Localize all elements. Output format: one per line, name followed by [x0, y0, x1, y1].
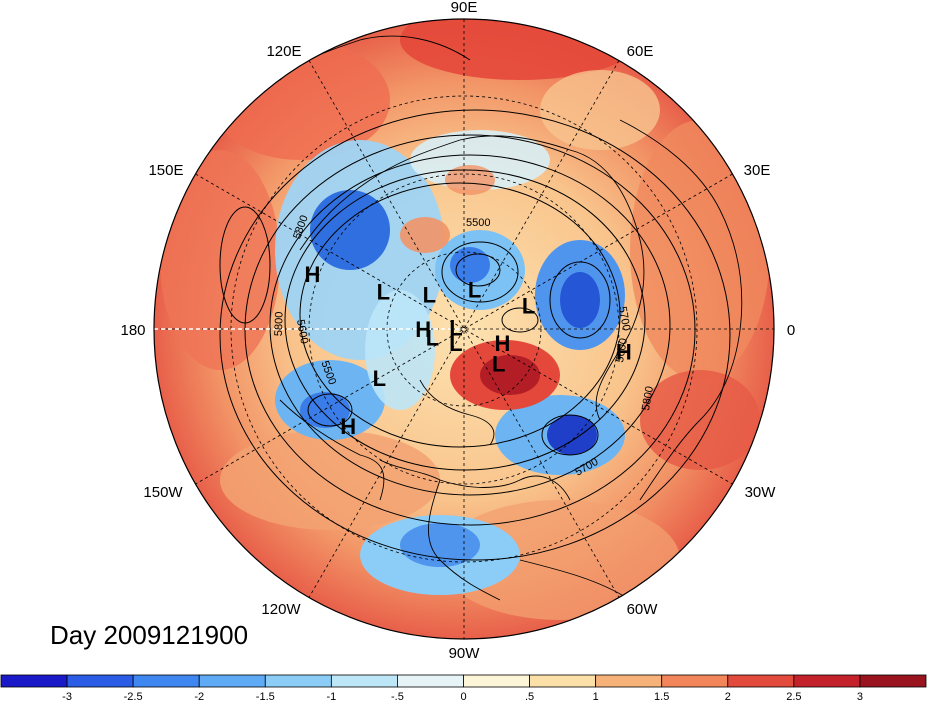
contour-label: 5800	[273, 311, 286, 336]
colorbar-tick-label: -.5	[391, 691, 404, 702]
high-pressure-marker: H	[415, 317, 431, 342]
colorbar-tick-label: 0	[460, 691, 466, 702]
colorbar-box	[198, 674, 266, 688]
colorbar-box	[793, 674, 861, 688]
lon-label-30w: 30W	[745, 484, 777, 501]
colorbar-box	[132, 674, 200, 688]
low-pressure-marker: L	[449, 331, 462, 356]
colorbar-tick-label: .5	[525, 691, 534, 702]
colorbar-box	[727, 674, 795, 688]
contour-label: 5500	[466, 217, 490, 229]
low-pressure-marker: L	[426, 325, 439, 350]
colorbar-ticks: -3 -2.5 -2 -1.5 -1 -.5 0 .5 1 1.5 2 2.5 3	[62, 691, 863, 702]
low-pressure-marker: L	[522, 294, 535, 319]
low-pressure-marker: L	[373, 366, 386, 391]
lon-label-180: 180	[120, 322, 145, 339]
high-pressure-marker: H	[340, 414, 356, 439]
colorbar-box	[66, 674, 134, 688]
colorbar-tick-label: -1	[326, 691, 336, 702]
longitude-labels: 90E 120E 60E 150E 30E 180 0 150W 30W 120…	[120, 0, 795, 662]
lon-label-90e: 90E	[451, 0, 478, 16]
lon-label-0: 0	[787, 322, 795, 339]
colorbar-box	[0, 674, 68, 688]
high-pressure-marker: H	[616, 340, 632, 365]
date-caption: Day 2009121900	[50, 620, 249, 650]
colorbar-tick-label: -1.5	[256, 691, 275, 702]
colorbar-box	[397, 674, 464, 688]
high-pressure-marker: H	[304, 262, 320, 287]
colorbar-box	[859, 674, 927, 688]
map-border	[153, 18, 775, 640]
contour-label: 5800	[640, 385, 656, 411]
colorbar-tick-label: -2.5	[124, 691, 143, 702]
colorbar-boxes	[0, 674, 927, 688]
low-pressure-marker: L	[492, 352, 505, 377]
low-pressure-marker: L	[468, 278, 481, 303]
lon-label-120w: 120W	[261, 601, 301, 618]
colorbar-tick-label: 3	[857, 691, 863, 702]
colorbar-box	[661, 674, 729, 688]
low-pressure-marker: L	[423, 282, 436, 307]
polar-map: 90E 120E 60E 150E 30E 180 0 150W 30W 120…	[120, 0, 795, 662]
lon-label-30e: 30E	[744, 162, 771, 179]
high-pressure-marker: H	[494, 331, 510, 356]
lon-label-60w: 60W	[627, 601, 659, 618]
colorbar-box	[595, 674, 663, 688]
lon-label-120e: 120E	[266, 43, 301, 60]
contour-label: 5700	[616, 306, 632, 332]
colorbar-tick-label: 2.5	[786, 691, 801, 702]
colorbar-box	[529, 674, 597, 688]
lon-label-60e: 60E	[627, 43, 654, 60]
low-pressure-marker: L	[377, 279, 390, 304]
colorbar-box	[463, 674, 530, 688]
colorbar-tick-label: 2	[725, 691, 731, 702]
colorbar-tick-label: 1	[593, 691, 599, 702]
colorbar-box	[330, 674, 398, 688]
colorbar: -3 -2.5 -2 -1.5 -1 -.5 0 .5 1 1.5 2 2.5 3	[0, 674, 927, 702]
colorbar-box	[264, 674, 332, 688]
colorbar-tick-label: -3	[62, 691, 72, 702]
colorbar-tick-label: 1.5	[654, 691, 669, 702]
contour-labels: 5500 5800 5600 5500 5800 5700 5600 5800 …	[273, 214, 656, 479]
contour-label: 5600	[294, 319, 310, 345]
colorbar-tick-label: -2	[194, 691, 204, 702]
height-contours	[219, 109, 731, 561]
contour-label: 5600	[614, 337, 630, 363]
lon-label-150e: 150E	[148, 162, 183, 179]
low-pressure-marker: L	[449, 316, 462, 341]
lon-label-90w: 90W	[449, 645, 481, 662]
lon-label-150w: 150W	[143, 484, 183, 501]
